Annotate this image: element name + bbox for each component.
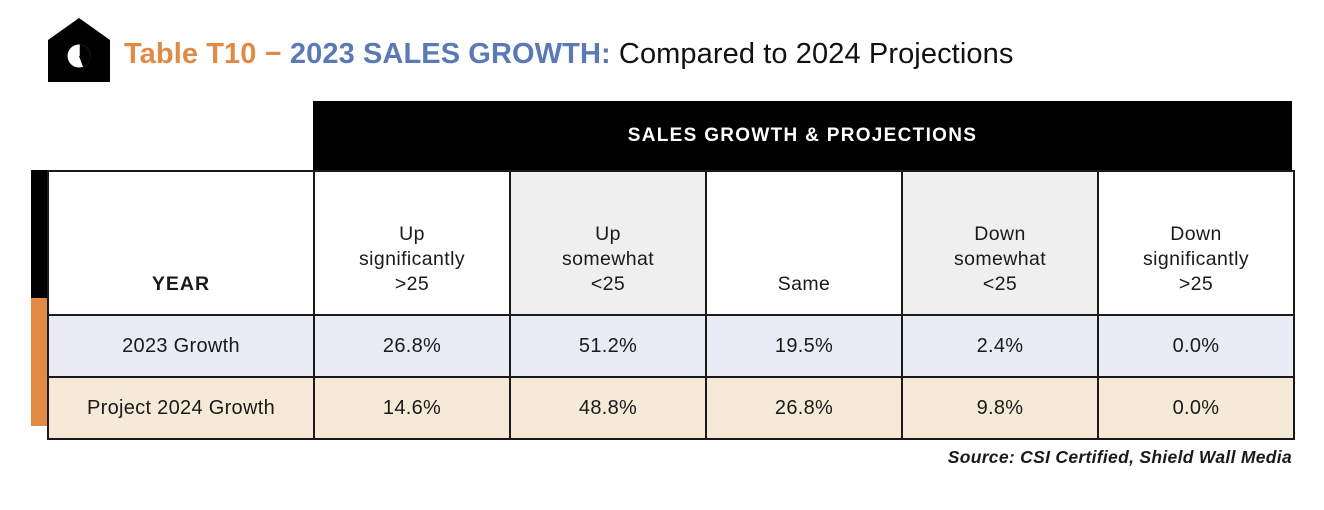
table-banner: SALES GROWTH & PROJECTIONS bbox=[313, 101, 1292, 170]
header-line: Same bbox=[777, 273, 831, 295]
header-side-bar bbox=[31, 170, 47, 298]
column-header-down-somewhat: Down somewhat <25 bbox=[901, 170, 1099, 316]
header-line: Up bbox=[399, 223, 425, 245]
header-line: Up bbox=[595, 223, 621, 245]
data-side-bar bbox=[31, 298, 47, 426]
table-header-row: YEAR Up significantly >25 Up somewhat <2… bbox=[47, 170, 1295, 316]
table-cell: 14.6% bbox=[313, 376, 511, 440]
sales-growth-table: YEAR Up significantly >25 Up somewhat <2… bbox=[47, 170, 1295, 440]
table-cell: 2.4% bbox=[901, 314, 1099, 378]
column-header-up-significantly: Up significantly >25 bbox=[313, 170, 511, 316]
column-header-up-somewhat: Up somewhat <25 bbox=[509, 170, 707, 316]
page-title: Table T10 − 2023 SALES GROWTH: Compared … bbox=[124, 38, 1013, 71]
table-row-2024-projection: Project 2024 Growth 14.6% 48.8% 26.8% 9.… bbox=[47, 376, 1295, 440]
header-line: somewhat bbox=[561, 248, 655, 270]
header-line: <25 bbox=[982, 273, 1018, 295]
table-label: Table T10 bbox=[124, 38, 257, 70]
row-label: Project 2024 Growth bbox=[47, 376, 315, 440]
table-cell: 0.0% bbox=[1097, 376, 1295, 440]
header-line: somewhat bbox=[953, 248, 1047, 270]
row-label: 2023 Growth bbox=[47, 314, 315, 378]
year-header: YEAR bbox=[47, 170, 315, 316]
column-header-down-significantly: Down significantly >25 bbox=[1097, 170, 1295, 316]
header-line: >25 bbox=[1178, 273, 1214, 295]
table-cell: 26.8% bbox=[313, 314, 511, 378]
table-row-2023-growth: 2023 Growth 26.8% 51.2% 19.5% 2.4% 0.0% bbox=[47, 314, 1295, 378]
title-subtitle: Compared to 2024 Projections bbox=[610, 38, 1014, 70]
table-cell: 48.8% bbox=[509, 376, 707, 440]
table-cell: 9.8% bbox=[901, 376, 1099, 440]
column-header-same: Same bbox=[705, 170, 903, 316]
title-main: 2023 SALES GROWTH: bbox=[289, 38, 611, 70]
header-line: significantly bbox=[359, 248, 465, 270]
header-line: >25 bbox=[394, 273, 430, 295]
header-line: significantly bbox=[1143, 248, 1249, 270]
table-cell: 19.5% bbox=[705, 314, 903, 378]
table-cell: 0.0% bbox=[1097, 314, 1295, 378]
header-line: Down bbox=[974, 223, 1026, 245]
source-note: Source: CSI Certified, Shield Wall Media bbox=[947, 447, 1292, 467]
title-dash: − bbox=[256, 38, 290, 70]
table-cell: 26.8% bbox=[705, 376, 903, 440]
house-pie-chart-icon bbox=[48, 18, 110, 82]
header-line: <25 bbox=[590, 273, 626, 295]
header-line: Down bbox=[1170, 223, 1222, 245]
table-cell: 51.2% bbox=[509, 314, 707, 378]
